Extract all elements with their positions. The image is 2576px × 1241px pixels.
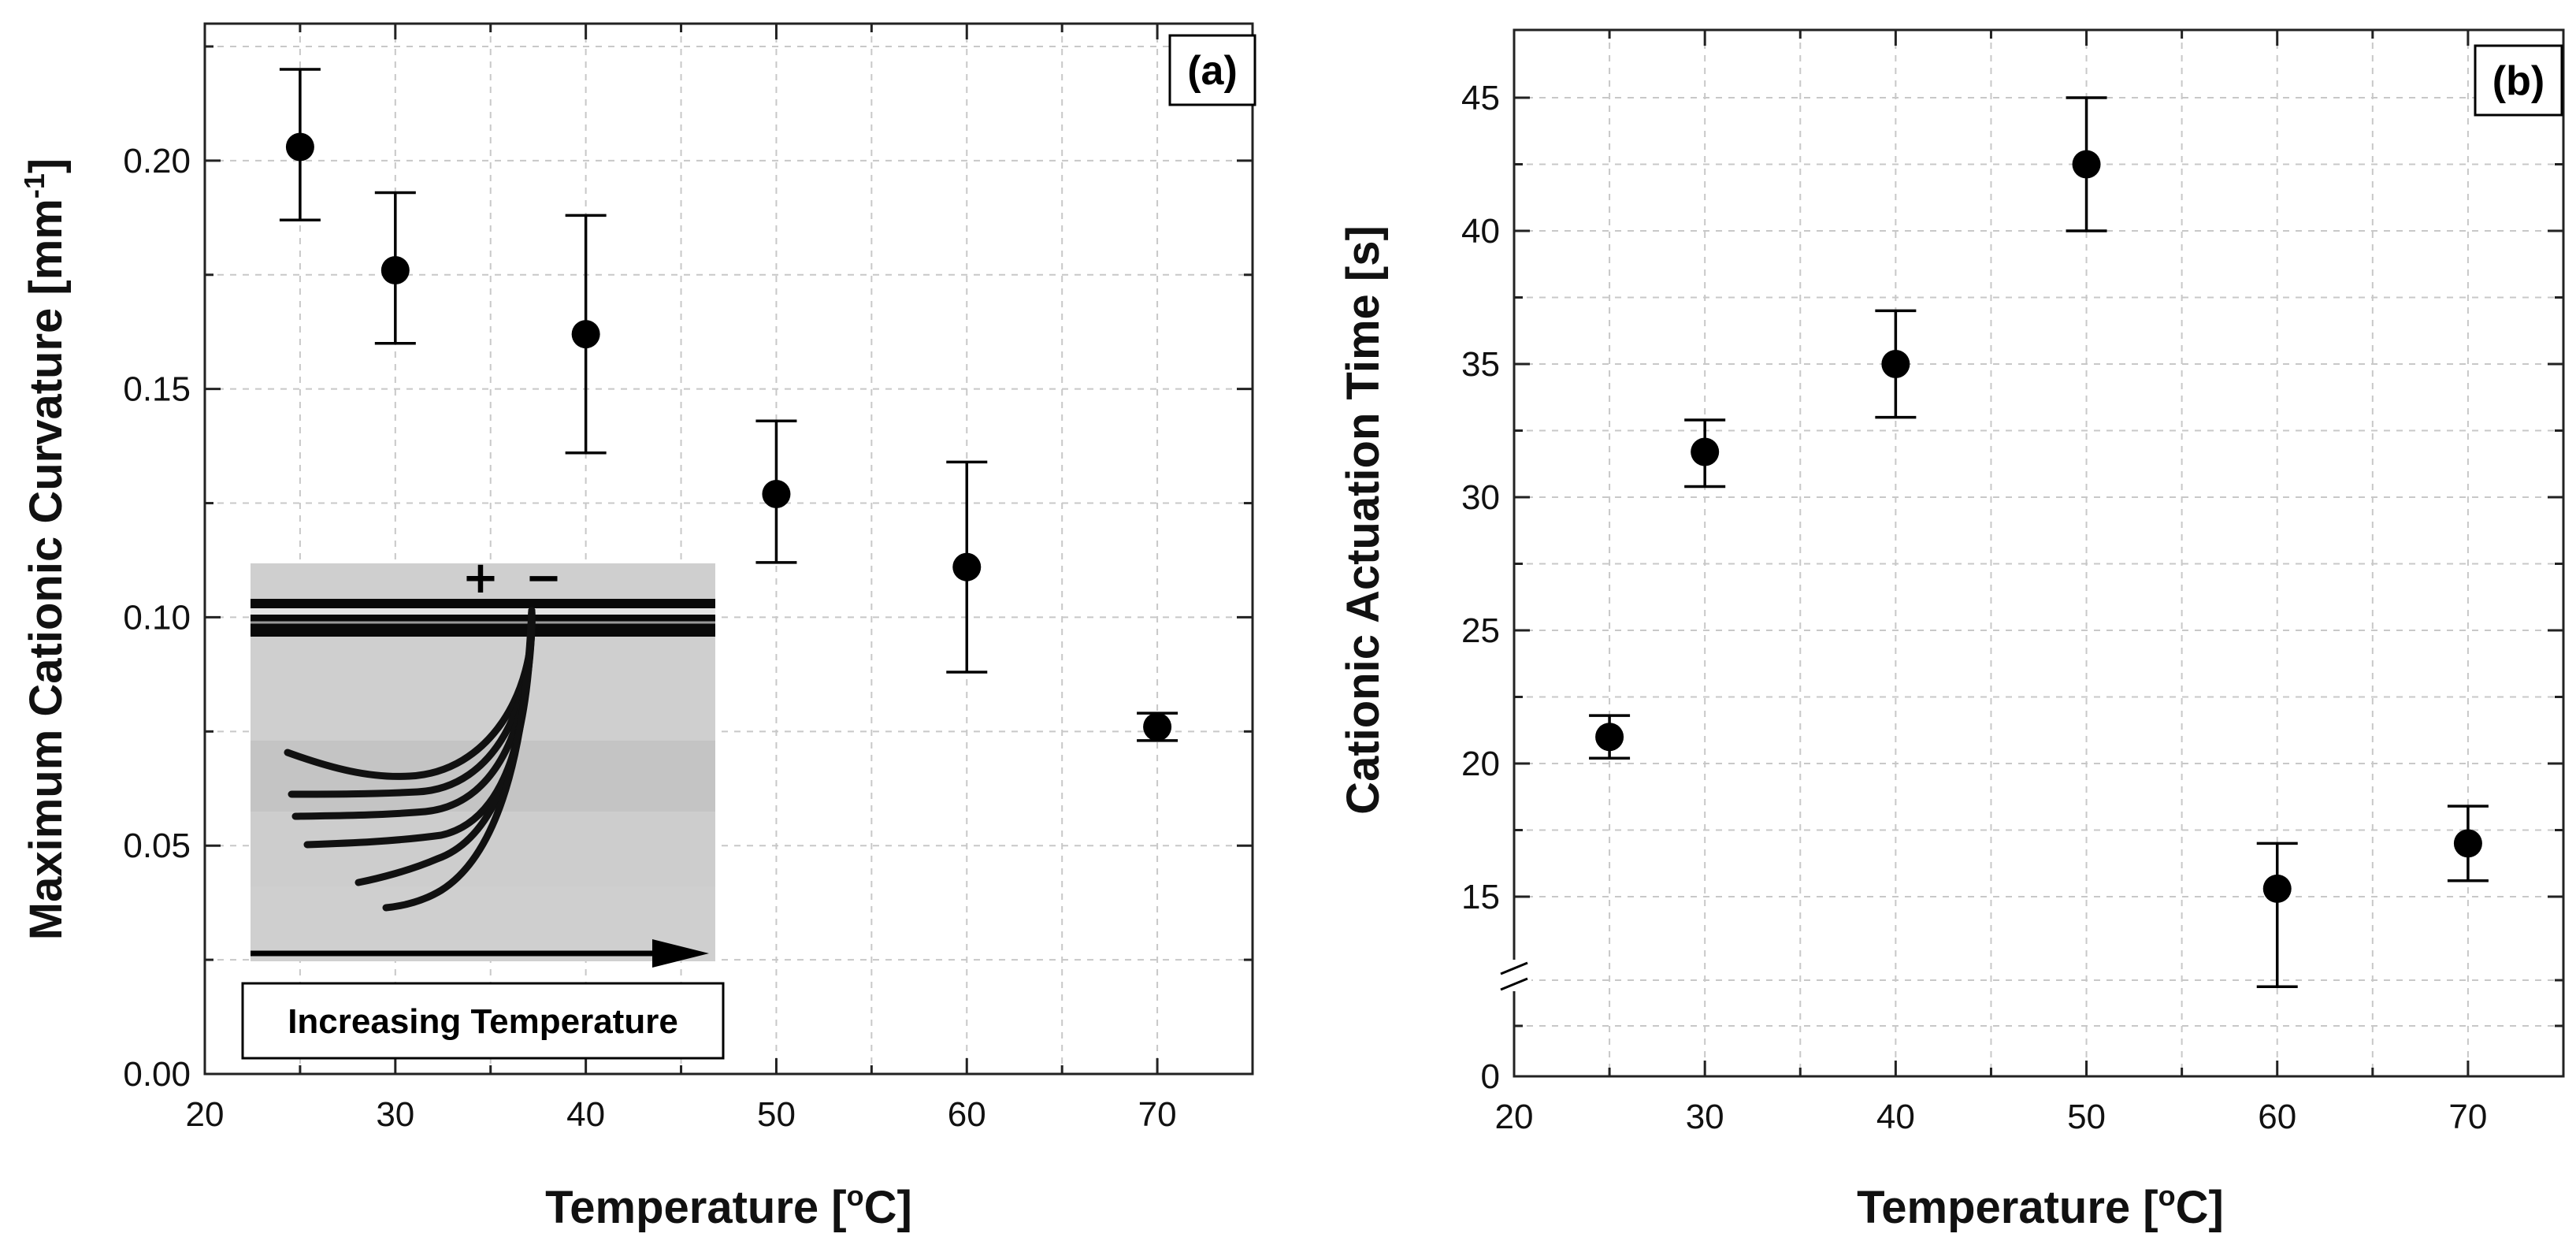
y-tick-label: 0.20	[123, 142, 191, 180]
data-point	[571, 320, 600, 349]
inset-plus-sign: +	[462, 552, 499, 604]
y-tick-label: 20	[1461, 745, 1500, 783]
data-point-group	[1137, 712, 1179, 742]
x-tick-label: 20	[186, 1095, 225, 1134]
data-point	[2453, 829, 2482, 858]
y-tick-label: 40	[1461, 212, 1500, 251]
data-point-group	[2066, 96, 2107, 232]
chart-b: 20 30 40 50 60 70 0 15 20 25 30 35 40 45 (b) Tempera…	[1338, 28, 2565, 1233]
y-tick-label: 0.00	[123, 1055, 191, 1094]
y-title-suffix: ]	[20, 158, 72, 173]
y-tick-label: 35	[1461, 345, 1500, 384]
data-point-group	[279, 68, 321, 221]
y-tick-label: 45	[1461, 79, 1500, 117]
chart-b-y-axis-title: Cationic Actuation Time [s]	[1338, 225, 1389, 815]
chart-a-x-axis-title: Temperature [oC]	[545, 1180, 912, 1233]
chart-b-x-axis-title: Temperature [oC]	[1857, 1180, 2224, 1233]
data-point	[1595, 723, 1624, 752]
chart-b-ticks	[1513, 30, 2565, 1078]
data-point-group	[1684, 418, 1726, 489]
x-title-suffix: C]	[2176, 1182, 2224, 1233]
data-point	[380, 255, 410, 284]
inset-caption-box	[241, 982, 725, 1060]
chart-a-panel-label-box	[1168, 34, 1256, 106]
chart-b-x-tick-labels: 20 30 40 50 60 70	[1495, 1098, 2488, 1136]
inset-arrow-head	[652, 939, 709, 968]
x-title-prefix: Temperature [	[545, 1182, 846, 1233]
chart-a-y-tick-labels: 0.00 0.05 0.10 0.15 0.20	[123, 142, 191, 1094]
data-point-group	[374, 191, 416, 345]
inset-curve	[382, 607, 536, 912]
data-point-group	[2447, 804, 2489, 882]
y-tick-label: 0.10	[123, 598, 191, 637]
x-tick-label: 30	[376, 1095, 414, 1134]
y-tick-label: 30	[1461, 478, 1500, 517]
inset-shade-band	[251, 741, 715, 812]
chart-a-panel-label: (a)	[1187, 48, 1238, 94]
data-point	[1881, 350, 1910, 378]
x-tick-label: 60	[2258, 1098, 2296, 1136]
x-title-suffix: C]	[864, 1182, 912, 1233]
x-tick-label: 40	[566, 1095, 605, 1134]
chart-a-plot-frame	[203, 22, 1254, 1076]
data-point-group	[946, 460, 988, 674]
data-point	[762, 479, 791, 508]
data-point	[1691, 437, 1720, 466]
chart-b-panel-label-box	[2474, 44, 2563, 117]
inset-actuator-curves	[284, 607, 536, 912]
x-tick-label: 40	[1876, 1098, 1915, 1136]
x-tick-label: 20	[1495, 1098, 1534, 1136]
x-tick-label: 70	[1138, 1095, 1177, 1134]
data-point	[2072, 150, 2101, 179]
inset-electrode-highlight	[251, 608, 715, 615]
y-title-prefix: Maximum Cationic Curvature [mm	[20, 199, 72, 940]
inset-minus-sign: −	[525, 552, 562, 604]
chart-b-axis-break	[1497, 960, 1531, 991]
data-point-group	[1589, 714, 1631, 760]
x-title-prefix: Temperature [	[1857, 1182, 2158, 1233]
axis-break-mark	[1500, 977, 1528, 991]
y-tick-label: 25	[1461, 611, 1500, 650]
chart-b-plot-frame	[1513, 28, 2565, 1078]
data-point-group	[2256, 842, 2298, 989]
data-point	[2262, 874, 2292, 903]
y-tick-label: 0.15	[123, 370, 191, 409]
y-title-exponent: -1	[18, 173, 50, 199]
y-tick-label: 0.05	[123, 827, 191, 865]
chart-b-data-marks	[1589, 96, 2489, 989]
x-title-degree: o	[847, 1180, 864, 1212]
axis-break-mark	[1500, 961, 1528, 975]
chart-b-y-tick-labels: 0 15 20 25 30 35 40 45	[1461, 79, 1500, 1096]
x-title-degree: o	[2158, 1180, 2176, 1212]
data-point	[285, 132, 314, 162]
chart-a: 20 30 40 50 60 70 0.00 0.05 0.10 0.15 0.20 + −	[18, 22, 1256, 1233]
inset-caption: Increasing Temperature	[288, 1002, 678, 1041]
chart-a-y-axis-title: Maximum Cationic Curvature [mm-1]	[18, 158, 72, 940]
inset-electrode-bar	[251, 599, 715, 637]
data-point-group	[755, 419, 797, 564]
chart-a-inset-photo: + − Increasing Temperature	[241, 552, 725, 1060]
x-tick-label: 50	[2067, 1098, 2106, 1136]
data-point	[1143, 712, 1172, 741]
x-tick-label: 30	[1686, 1098, 1724, 1136]
chart-b-panel-label: (b)	[2492, 58, 2544, 104]
data-point	[952, 552, 982, 581]
chart-b-gridlines	[1514, 30, 2563, 1076]
chart-a-data-marks	[279, 68, 1179, 742]
y-tick-label: 0	[1481, 1057, 1500, 1096]
data-point-group	[1875, 309, 1917, 419]
x-tick-label: 70	[2448, 1098, 2487, 1136]
axis-break-gap	[1497, 960, 1531, 991]
y-tick-label: 15	[1461, 878, 1500, 916]
x-tick-label: 60	[948, 1095, 986, 1134]
chart-a-x-tick-labels: 20 30 40 50 60 70	[186, 1095, 1177, 1134]
x-tick-label: 50	[757, 1095, 796, 1134]
data-point-group	[565, 214, 607, 455]
